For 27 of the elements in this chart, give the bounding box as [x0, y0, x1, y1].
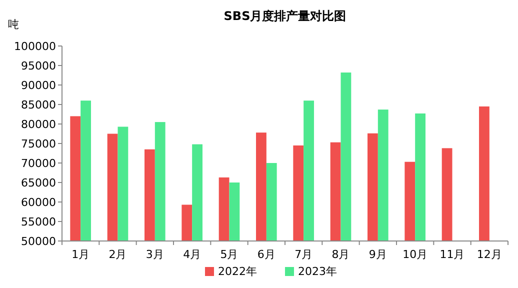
x-tick-label: 3月: [146, 248, 164, 261]
y-tick-label: 85000: [21, 98, 56, 112]
chart-title: SBS月度排产量对比图: [224, 9, 346, 23]
y-tick-label: 90000: [21, 79, 56, 92]
x-tick-label: 7月: [294, 248, 313, 261]
y-tick-label: 70000: [21, 157, 56, 170]
x-tick-label: 12月: [476, 248, 502, 261]
x-tick-label: 9月: [368, 248, 387, 261]
x-tick-label: 1月: [72, 248, 90, 261]
y-tick-label: 100000: [14, 40, 56, 53]
x-tick-label: 4月: [183, 248, 202, 261]
x-tick-label: 8月: [332, 248, 350, 261]
x-tick-label: 2月: [108, 248, 127, 261]
y-tick-label: 80000: [21, 118, 56, 131]
x-tick-label: 6月: [257, 248, 276, 261]
y-tick-label: 60000: [21, 196, 56, 209]
y-tick-label: 75000: [21, 138, 56, 150]
legend-label: 2022年: [218, 265, 257, 278]
x-tick-label: 11月: [440, 248, 465, 261]
legend-label: 2023年: [298, 265, 337, 278]
x-tick-label: 5月: [220, 248, 238, 261]
y-tick-label: 55000: [21, 216, 56, 228]
x-tick-label: 10月: [402, 248, 428, 261]
y-tick-label: 95000: [21, 60, 56, 72]
y-axis-title: 吨: [8, 18, 19, 31]
y-tick-label: 65000: [21, 176, 56, 190]
y-tick-label: 50000: [21, 235, 56, 248]
